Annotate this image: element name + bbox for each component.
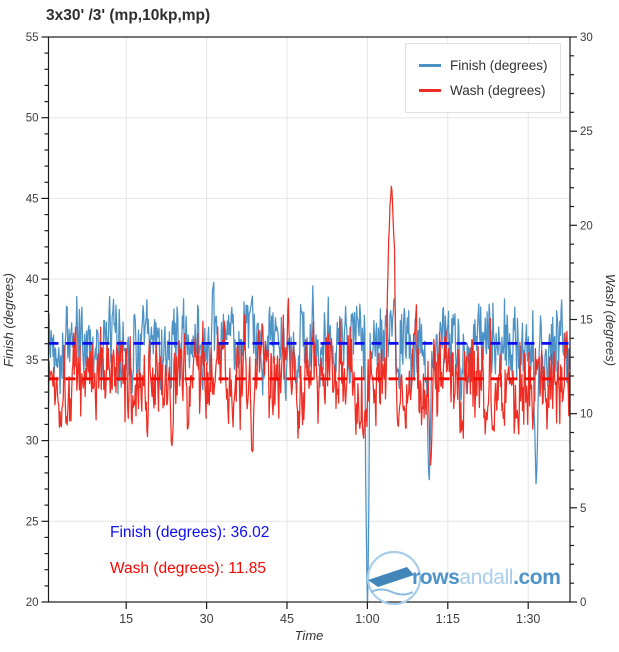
svg-text:30: 30 — [580, 32, 593, 44]
rowsandall-logo-icon — [366, 550, 422, 606]
svg-text:20: 20 — [580, 220, 593, 232]
finish-mean-annotation: Finish (degrees): 36.02 — [110, 524, 270, 541]
svg-text:25: 25 — [580, 126, 593, 138]
wash-line-sample-icon — [419, 89, 441, 92]
svg-text:0: 0 — [580, 597, 586, 609]
svg-text:5: 5 — [580, 503, 586, 515]
legend: Finish (degrees) Wash (degrees) — [405, 43, 561, 113]
svg-text:35: 35 — [26, 355, 39, 367]
svg-text:15: 15 — [119, 612, 133, 626]
chart-title: 3x30' /3' (mp,10kp,mp) — [46, 7, 211, 24]
rowsandall-watermark: rowsandall.com — [361, 547, 561, 609]
right-axis-title: Wash (degrees) — [603, 274, 618, 366]
svg-text:30: 30 — [200, 612, 214, 626]
svg-text:15: 15 — [580, 315, 593, 327]
svg-text:10: 10 — [580, 409, 593, 421]
svg-text:30: 30 — [26, 436, 39, 448]
finish-line-sample-icon — [419, 64, 441, 67]
svg-text:25: 25 — [26, 516, 39, 528]
rowsandall-wordmark: rowsandall.com — [412, 566, 561, 589]
legend-label-wash: Wash (degrees) — [450, 83, 546, 98]
svg-text:45: 45 — [280, 612, 294, 626]
x-axis-title: Time — [295, 628, 324, 643]
svg-text:20: 20 — [26, 597, 39, 609]
wash-mean-annotation: Wash (degrees): 11.85 — [110, 560, 266, 577]
mean-lines — [48, 341, 570, 381]
svg-text:40: 40 — [26, 274, 39, 286]
legend-item-wash: Wash (degrees) — [419, 78, 556, 103]
legend-label-finish: Finish (degrees) — [450, 58, 548, 73]
svg-text:55: 55 — [26, 32, 39, 44]
grid-lines — [48, 37, 570, 602]
svg-text:1:15: 1:15 — [436, 612, 460, 626]
svg-text:45: 45 — [26, 193, 39, 205]
legend-item-finish: Finish (degrees) — [419, 53, 556, 78]
svg-text:1:30: 1:30 — [516, 612, 540, 626]
axes: 20 25 30 35 40 45 50 55 0 5 10 15 20 25 30 15 30 45 1:00 1:… — [26, 32, 593, 626]
left-axis-title: Finish (degrees) — [1, 273, 16, 367]
svg-text:1:00: 1:00 — [355, 612, 379, 626]
svg-text:50: 50 — [26, 113, 39, 125]
